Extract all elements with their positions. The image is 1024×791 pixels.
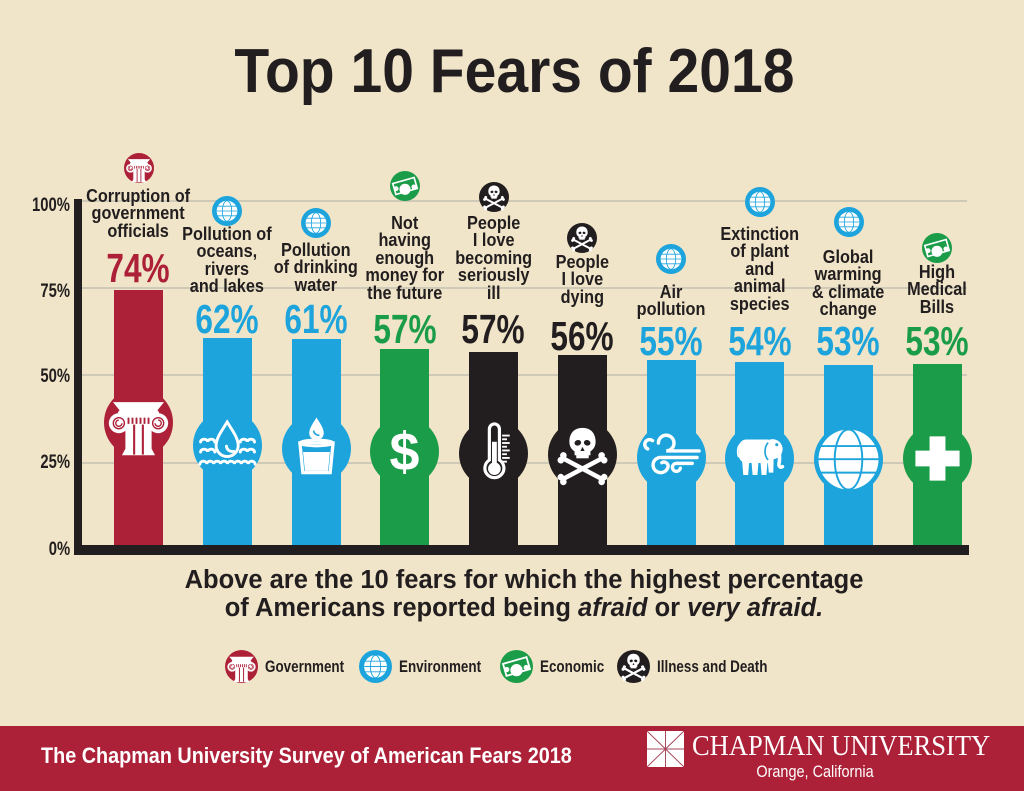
svg-text:$: $ — [390, 422, 420, 482]
